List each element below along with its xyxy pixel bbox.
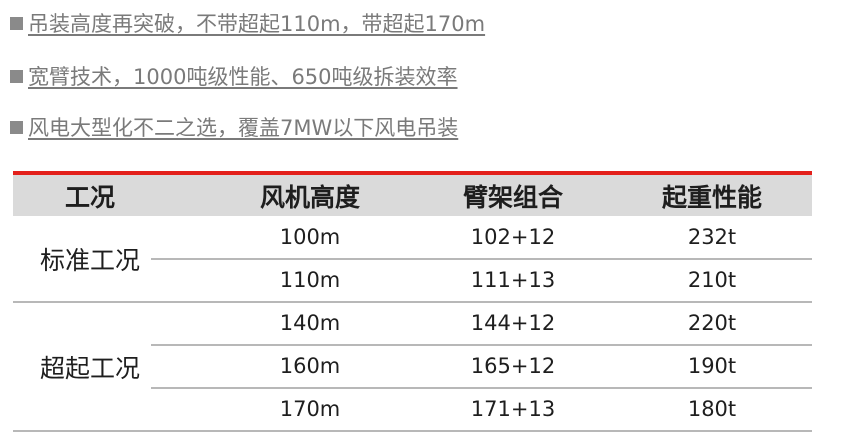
table-cell: 232t xyxy=(687,225,737,249)
table-cell: 111+13 xyxy=(470,268,556,292)
square-bullet-icon xyxy=(10,16,23,30)
table-cell: 220t xyxy=(687,311,737,335)
table-cell: 171+13 xyxy=(470,397,556,421)
table-cell: 100m xyxy=(279,225,341,249)
spec-table: 工况 风机高度 臂架组合 起重性能 100m 102+12 232t 110m 111+… xyxy=(13,171,812,432)
header-capacity: 起重性能 xyxy=(661,183,763,212)
row-divider xyxy=(13,430,812,432)
bullet-3: 风电大型化不二之选，覆盖7MW以下风电吊装 xyxy=(10,112,458,142)
condition-label: 超起工况 xyxy=(39,353,141,383)
bullet-2: 宽臂技术，1000吨级性能、650吨级拆装效率 xyxy=(10,61,458,91)
row-divider xyxy=(151,344,812,346)
condition-label: 标准工况 xyxy=(39,246,141,275)
square-bullet-icon xyxy=(10,69,23,83)
table-cell: 140m xyxy=(279,311,341,335)
table-row: 140m 144+12 220t xyxy=(13,302,812,345)
row-divider xyxy=(151,258,812,260)
square-bullet-icon xyxy=(10,120,23,134)
table-accent-line xyxy=(13,171,812,175)
table-row: 160m 165+12 190t xyxy=(13,345,812,388)
table-body: 100m 102+12 232t 110m 111+13 210t 标准工况 140m 144+… xyxy=(13,216,812,432)
table-cell: 170m xyxy=(279,397,341,421)
table-cell: 110m xyxy=(279,268,341,292)
row-divider xyxy=(13,301,812,303)
row-divider xyxy=(151,387,812,389)
table-cell: 190t xyxy=(687,354,737,378)
header-boom: 臂架组合 xyxy=(462,183,564,212)
bullet-1: 吊装高度再突破，不带超起110m，带超起170m xyxy=(10,8,485,38)
table-cell: 160m xyxy=(279,354,341,378)
table-cell: 144+12 xyxy=(470,311,556,335)
table-row: 170m 171+13 180t xyxy=(13,388,812,431)
table-cell: 102+12 xyxy=(470,225,556,249)
header-height: 风机高度 xyxy=(259,183,361,212)
header-condition: 工况 xyxy=(64,183,116,212)
table-row: 100m 102+12 232t xyxy=(13,216,812,259)
table-header: 工况 风机高度 臂架组合 起重性能 xyxy=(13,175,812,216)
table-cell: 165+12 xyxy=(470,354,556,378)
table-cell: 180t xyxy=(687,397,737,421)
table-row: 110m 111+13 210t xyxy=(13,259,812,302)
table-cell: 210t xyxy=(687,268,737,292)
